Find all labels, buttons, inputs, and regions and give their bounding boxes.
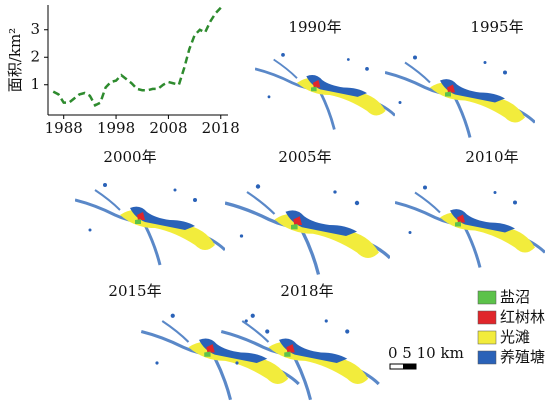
y-axis-label: 面积/km² bbox=[6, 28, 24, 92]
legend-label: 盐沼 bbox=[500, 288, 530, 306]
x-tick-label: 1998 bbox=[97, 119, 135, 137]
panel-title: 2005年 bbox=[278, 148, 331, 166]
map bbox=[75, 183, 225, 265]
line-series bbox=[53, 8, 221, 106]
legend-label: 红树林 bbox=[500, 308, 545, 326]
x-tick-label: 2018 bbox=[202, 119, 240, 137]
map bbox=[395, 186, 545, 268]
panel-title: 2015年 bbox=[108, 282, 161, 300]
panel-title: 2018年 bbox=[280, 282, 333, 300]
legend-swatch bbox=[478, 291, 496, 304]
legend-swatch bbox=[478, 331, 496, 344]
y-tick-label: 3 bbox=[30, 20, 40, 38]
legend-label: 光滩 bbox=[500, 328, 530, 346]
y-tick-label: 2 bbox=[30, 47, 40, 65]
y-tick-label: 1 bbox=[30, 75, 40, 93]
scale-label: 0 5 10 km bbox=[388, 344, 464, 362]
map bbox=[141, 314, 299, 400]
x-tick-label: 2008 bbox=[149, 119, 187, 137]
legend-swatch bbox=[478, 311, 496, 324]
panel-title: 1990年 bbox=[288, 18, 341, 36]
map bbox=[225, 184, 390, 274]
legend-label: 养殖塘 bbox=[500, 348, 545, 366]
legend-swatch bbox=[478, 351, 496, 364]
map-panels bbox=[75, 53, 545, 400]
panel-title: 2000年 bbox=[103, 148, 156, 166]
map bbox=[255, 53, 395, 130]
page: 1990年 1995年 2000年 2005年 2010年 2015年 2018… bbox=[0, 0, 559, 415]
figure: 1990年 1995年 2000年 2005年 2010年 2015年 2018… bbox=[0, 0, 559, 411]
x-tick-label: 1988 bbox=[45, 119, 83, 137]
map bbox=[385, 56, 535, 138]
panel-title: 2010年 bbox=[465, 148, 518, 166]
scale-bar bbox=[403, 364, 416, 369]
panel-title: 1995年 bbox=[470, 18, 523, 36]
